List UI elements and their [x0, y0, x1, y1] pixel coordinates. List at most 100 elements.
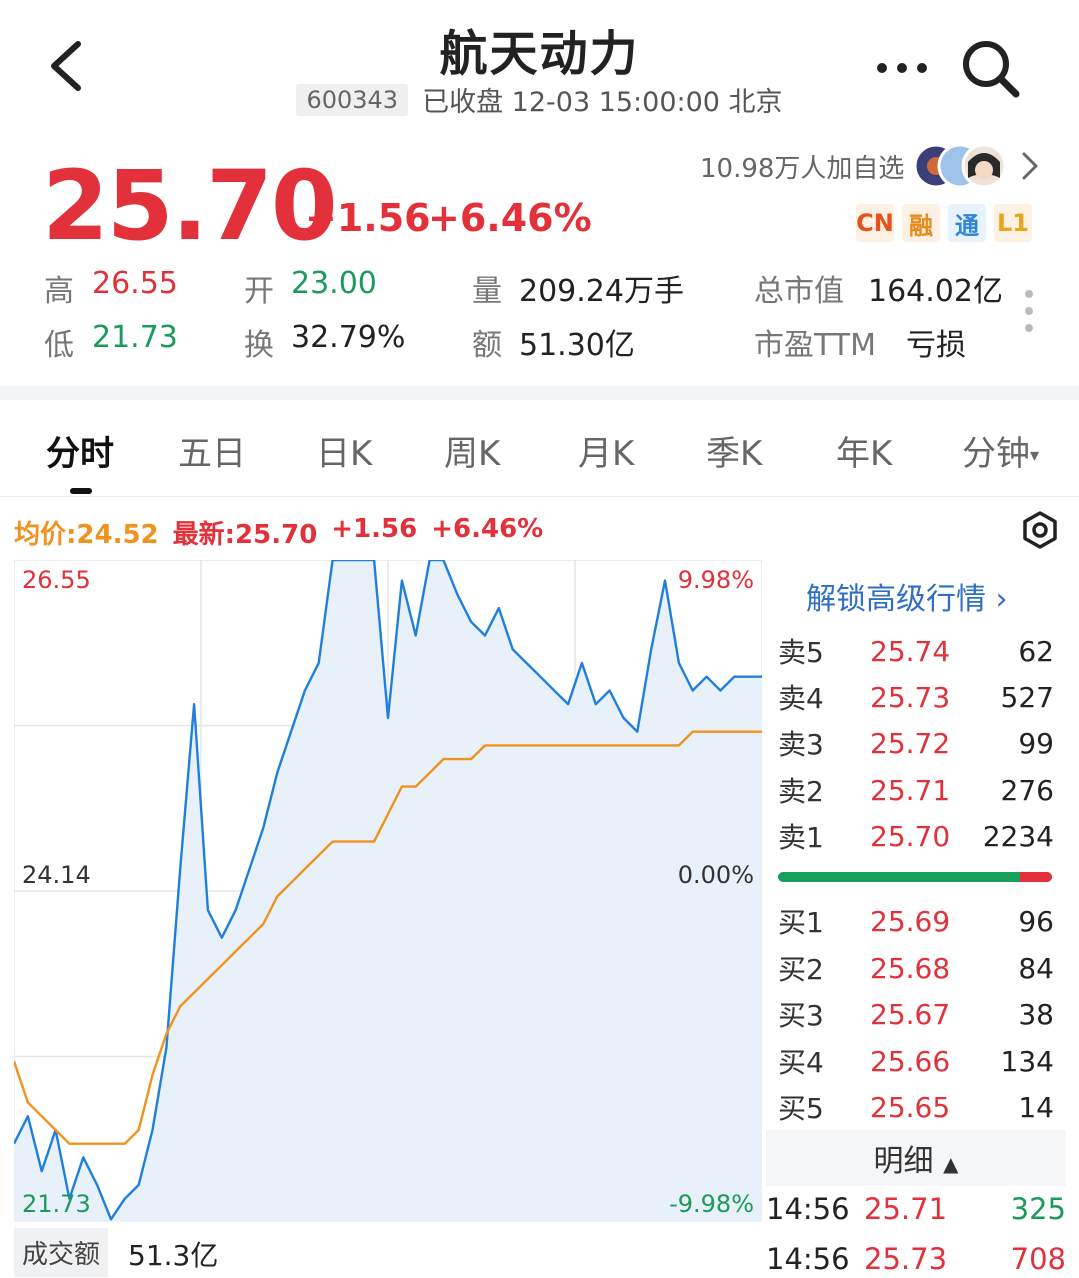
latest-change-legend: +1.56: [331, 514, 418, 544]
bid-row: 买3 25.67 38: [778, 991, 1054, 1037]
bid-label: 买1: [778, 906, 824, 939]
y-tick-top: 26.55: [22, 566, 91, 594]
more-stats-icon[interactable]: [1022, 288, 1036, 334]
ask-ratio-segment: [1020, 872, 1052, 882]
tab-daily-k[interactable]: 日K: [316, 434, 373, 474]
ask-row: 卖3 25.72 99: [778, 720, 1054, 766]
bid-row: 买5 25.65 14: [778, 1084, 1054, 1130]
bid-volume: 84: [1018, 951, 1054, 985]
ask-row: 卖4 25.73 527: [778, 674, 1054, 720]
bid-label: 买4: [778, 1046, 824, 1079]
pct-tick-bottom: -9.98%: [669, 1190, 754, 1218]
ask-label: 卖1: [778, 821, 824, 854]
avg-price-line: [14, 730, 762, 1145]
chevron-right-icon[interactable]: [1016, 150, 1044, 182]
low-value: 21.73: [92, 320, 178, 355]
tabs-divider: [0, 496, 1079, 497]
market-status-text: 已收盘 12-03 15:00:00 北京: [422, 87, 783, 118]
trade-volume: 325: [1010, 1192, 1066, 1226]
chart-legend: 均价:24.52 最新:25.70 +1.56 +6.46%: [14, 514, 543, 551]
trade-volume: 708: [1010, 1242, 1066, 1276]
tab-yearly-k[interactable]: 年K: [836, 434, 893, 474]
pct-tick-top: 9.98%: [678, 566, 754, 594]
price-line: [14, 560, 762, 1221]
bid-volume: 38: [1018, 997, 1054, 1031]
turnover-amount-label: 成交额: [14, 1228, 109, 1277]
bid-volume: 134: [1000, 1044, 1054, 1078]
turnover-value: 32.79%: [291, 320, 406, 355]
amount-value: 51.30亿: [519, 328, 635, 363]
latest-price-legend: 最新:25.70: [172, 520, 318, 550]
ask-volume: 2234: [982, 819, 1054, 853]
pct-tick-mid: 0.00%: [678, 861, 754, 889]
ask-label: 卖5: [778, 636, 824, 669]
tab-minute-label: 分钟: [962, 434, 1030, 474]
detail-toggle[interactable]: 明细 ▲: [766, 1136, 1066, 1180]
bid-price: 25.66: [870, 1044, 951, 1078]
latest-pct-legend: +6.46%: [431, 514, 544, 544]
stock-name-title: 航天动力: [439, 26, 640, 82]
open-label: 开: [244, 274, 274, 309]
tab-monthly-k[interactable]: 月K: [578, 434, 635, 474]
unlock-advanced-quotes-link[interactable]: 解锁高级行情 ›: [806, 574, 1008, 618]
tab-intraday[interactable]: 分时: [46, 434, 114, 474]
ask-label: 卖3: [778, 728, 824, 761]
avatar-group[interactable]: [914, 142, 1010, 190]
bid-row: 买4 25.66 134: [778, 1038, 1054, 1084]
bid-label: 买3: [778, 999, 824, 1032]
pe-label: 市盈TTM: [754, 328, 877, 363]
ask-label: 卖2: [778, 775, 824, 808]
price-change-pct: +6.46%: [428, 196, 592, 240]
active-tab-indicator: [70, 488, 92, 494]
ask-price: 25.70: [870, 819, 951, 853]
tab-minute[interactable]: 分钟▾: [962, 426, 1039, 475]
bid-label: 买5: [778, 1092, 824, 1125]
turnover-label: 换: [244, 328, 274, 363]
price-area-fill: [14, 560, 762, 1222]
ask-label: 卖4: [778, 682, 824, 715]
low-label: 低: [44, 328, 74, 363]
tab-five-day[interactable]: 五日: [178, 434, 246, 474]
detail-label: 明细: [873, 1144, 934, 1179]
tab-quarterly-k[interactable]: 季K: [706, 434, 763, 474]
ask-price: 25.74: [870, 634, 951, 668]
bid-price: 25.65: [870, 1090, 951, 1124]
turnover-amount-value: 51.3亿: [128, 1239, 219, 1272]
tag-margin: 融: [902, 204, 940, 242]
unlock-label: 解锁高级行情: [806, 582, 986, 617]
tag-cn: CN: [856, 204, 894, 242]
trade-price: 25.73: [864, 1242, 948, 1276]
open-value: 23.00: [291, 266, 377, 301]
ask-price: 25.73: [870, 680, 951, 714]
ask-row: 卖1 25.70 2234: [778, 813, 1054, 859]
ask-price: 25.71: [870, 773, 951, 807]
ask-volume: 527: [1000, 680, 1054, 714]
ask-volume: 62: [1018, 634, 1054, 668]
chart-settings-icon[interactable]: [1020, 510, 1060, 550]
ask-row: 卖5 25.74 62: [778, 628, 1054, 674]
back-arrow-icon[interactable]: [40, 36, 100, 96]
stock-subline: 600343 已收盘 12-03 15:00:00 北京: [0, 80, 1079, 119]
tag-connect: 通: [948, 204, 986, 242]
more-options-icon[interactable]: [870, 48, 934, 88]
trade-price: 25.71: [864, 1192, 948, 1226]
y-tick-bottom: 21.73: [22, 1190, 91, 1218]
intraday-chart[interactable]: 26.55 24.14 21.73 9.98% 0.00% -9.98%: [14, 560, 762, 1222]
bid-volume: 14: [1018, 1090, 1054, 1124]
section-divider: [0, 386, 1079, 400]
trade-time: 14:56: [766, 1192, 850, 1226]
avg-price-legend: 均价:24.52: [14, 520, 159, 550]
chevron-right-icon: ›: [995, 582, 1008, 617]
ask-volume: 99: [1018, 726, 1054, 760]
bid-price: 25.69: [870, 904, 951, 938]
stock-tags: CN 融 通 L1: [856, 204, 1032, 242]
y-tick-mid: 24.14: [22, 861, 91, 889]
bid-price: 25.67: [870, 997, 951, 1031]
tab-weekly-k[interactable]: 周K: [444, 434, 501, 474]
bid-ask-ratio-bar: [778, 872, 1052, 882]
search-icon[interactable]: [958, 36, 1022, 100]
watchers-count[interactable]: 10.98万人加自选: [700, 154, 905, 184]
price-change: +1.56: [305, 196, 431, 240]
detail-header-band: [766, 1130, 1066, 1186]
dropdown-caret-icon: ▾: [1030, 445, 1040, 466]
